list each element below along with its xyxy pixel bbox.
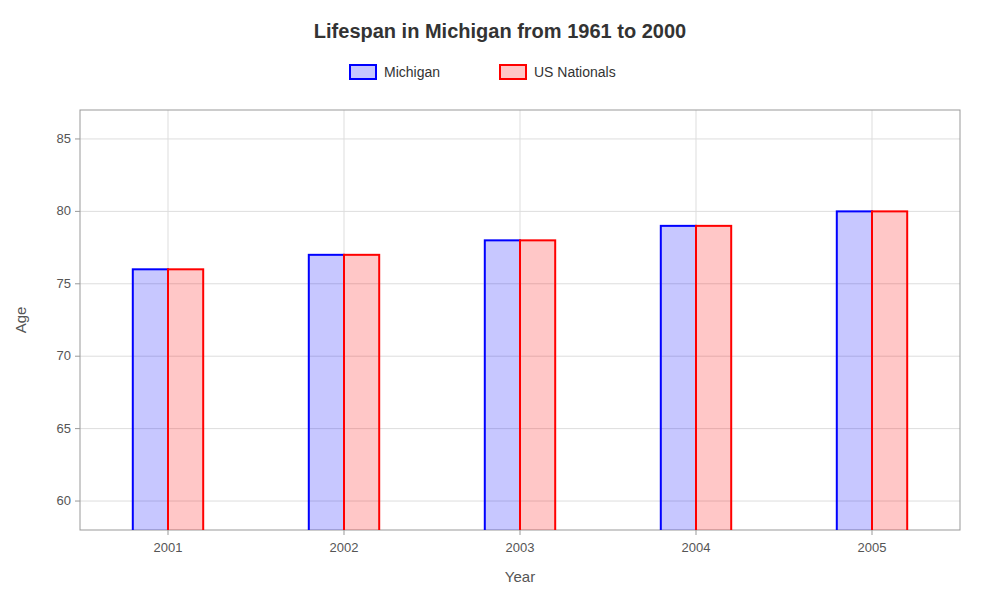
y-tick-label: 75 <box>57 276 71 291</box>
legend-label: US Nationals <box>534 64 616 80</box>
bar <box>309 255 344 530</box>
y-tick <box>75 501 80 502</box>
chart-container: Lifespan in Michigan from 1961 to 2000 60… <box>0 0 1000 600</box>
x-tick-label: 2005 <box>858 540 887 555</box>
bar <box>344 255 379 530</box>
x-tick-label: 2004 <box>682 540 711 555</box>
legend: Michigan US Nationals <box>350 64 616 80</box>
x-axis-label: Year <box>505 568 535 585</box>
y-tick-label: 85 <box>57 131 71 146</box>
x-tick <box>696 530 697 535</box>
x-axis: 2001 2002 2003 2004 2005 <box>154 530 887 555</box>
bar <box>168 269 203 530</box>
y-tick <box>75 356 80 357</box>
bar <box>837 211 872 530</box>
x-tick-label: 2002 <box>330 540 359 555</box>
bar <box>520 240 555 530</box>
bar <box>872 211 907 530</box>
y-axis: 60 65 70 75 80 85 <box>57 131 80 508</box>
x-tick-label: 2003 <box>506 540 535 555</box>
title: Lifespan in Michigan from 1961 to 2000 <box>314 20 686 42</box>
y-tick-label: 65 <box>57 421 71 436</box>
legend-swatch <box>500 65 526 79</box>
x-tick <box>344 530 345 535</box>
bar <box>696 226 731 530</box>
legend-label: Michigan <box>384 64 440 80</box>
y-tick <box>75 428 80 429</box>
bars <box>133 211 907 530</box>
chart: Lifespan in Michigan from 1961 to 2000 60… <box>0 0 1000 600</box>
x-tick-label: 2001 <box>154 540 183 555</box>
bar <box>661 226 696 530</box>
x-tick <box>168 530 169 535</box>
x-tick <box>520 530 521 535</box>
x-tick <box>872 530 873 535</box>
y-tick <box>75 138 80 139</box>
y-tick <box>75 211 80 212</box>
y-axis-label: Age <box>12 307 29 334</box>
y-tick <box>75 283 80 284</box>
legend-swatch <box>350 65 376 79</box>
y-tick-label: 70 <box>57 348 71 363</box>
bar <box>485 240 520 530</box>
y-tick-label: 80 <box>57 203 71 218</box>
bar <box>133 269 168 530</box>
y-tick-label: 60 <box>57 493 71 508</box>
